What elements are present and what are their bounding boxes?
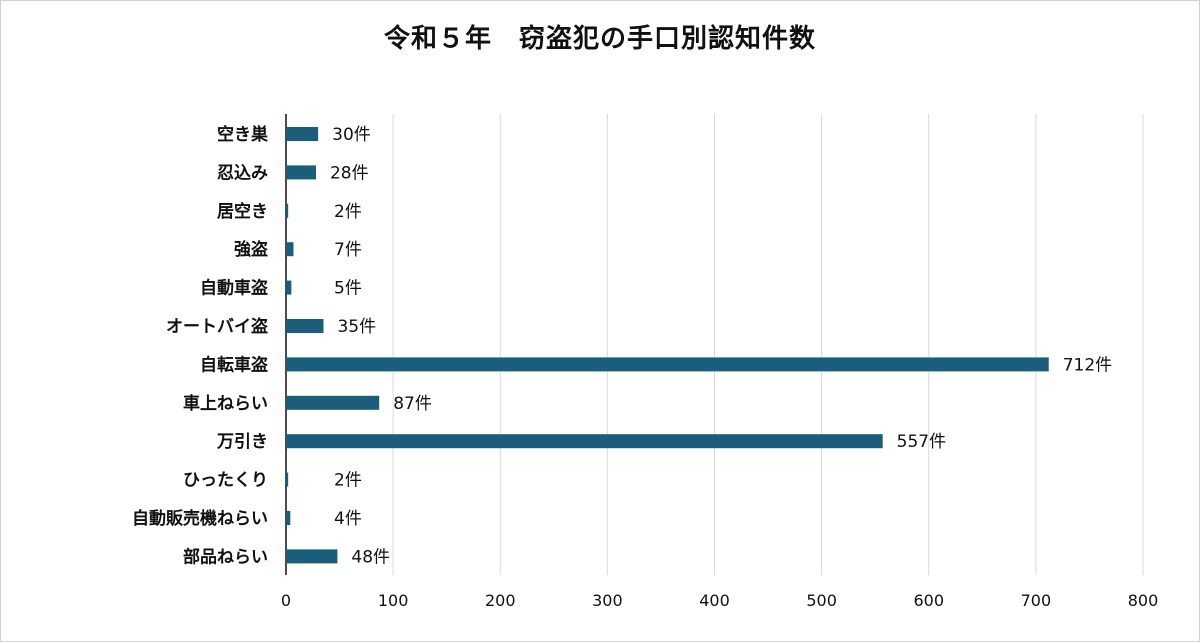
category-label: ひったくり — [183, 471, 268, 491]
category-label: 自動車盗 — [200, 278, 268, 299]
value-label: 2件 — [334, 202, 362, 222]
bar — [286, 319, 324, 333]
bar — [286, 434, 883, 449]
category-label: 強盗 — [234, 239, 268, 260]
value-label: 712件 — [1063, 355, 1112, 375]
bar — [286, 165, 316, 180]
x-tick-label: 700 — [1021, 591, 1052, 610]
bar — [286, 242, 294, 257]
value-label: 2件 — [334, 471, 362, 491]
value-label: 557件 — [897, 432, 946, 452]
x-tick-label: 300 — [592, 591, 623, 610]
category-label: 自転車盗 — [200, 354, 268, 375]
x-tick-label: 800 — [1128, 591, 1159, 610]
value-label: 48件 — [351, 547, 390, 567]
bar — [286, 357, 1049, 372]
x-tick-label: 400 — [699, 591, 730, 610]
x-tick-label: 600 — [913, 591, 944, 610]
value-label: 87件 — [393, 394, 432, 414]
value-label: 28件 — [330, 163, 369, 183]
x-tick-label: 100 — [378, 591, 409, 610]
bar — [286, 203, 289, 218]
category-label: 自動販売機ねらい — [132, 508, 268, 529]
category-label: 空き巣 — [217, 124, 269, 145]
bar — [286, 127, 319, 141]
value-label: 5件 — [334, 279, 362, 299]
bar — [286, 395, 380, 410]
x-tick-label: 500 — [806, 591, 837, 610]
bars — [286, 127, 1049, 564]
category-label: 忍込み — [217, 163, 268, 183]
x-tick-label: 200 — [485, 591, 516, 610]
category-label: 万引き — [216, 432, 268, 452]
chart-title: 令和５年 窃盗犯の手口別認知件数 — [383, 24, 816, 54]
bar — [286, 280, 292, 295]
value-label: 35件 — [337, 317, 376, 337]
value-label: 30件 — [332, 125, 371, 145]
category-label: 部品ねらい — [183, 546, 268, 567]
category-label: オートバイ盗 — [166, 316, 268, 337]
value-label: 4件 — [334, 509, 362, 529]
category-label: 居空き — [217, 201, 268, 222]
bar — [286, 472, 289, 487]
bar — [286, 549, 338, 564]
value-label: 7件 — [334, 240, 362, 260]
bar — [286, 511, 291, 525]
category-label: 車上ねらい — [183, 393, 268, 414]
x-tick-label: 0 — [281, 591, 291, 610]
grid-lines — [285, 114, 1144, 575]
